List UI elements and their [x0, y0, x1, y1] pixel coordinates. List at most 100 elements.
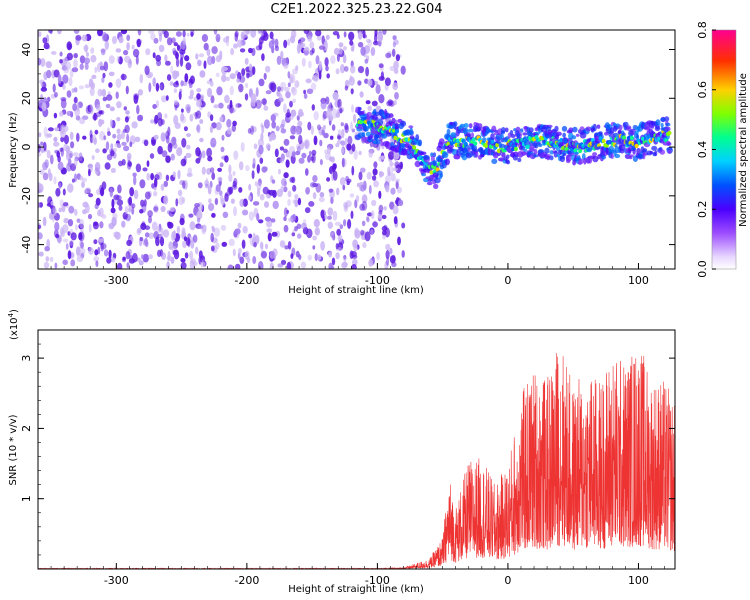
noise-dot [147, 210, 153, 218]
signal-halo [659, 149, 666, 155]
noise-dot [62, 238, 69, 243]
signal-halo [649, 151, 654, 155]
noise-dot [38, 251, 44, 257]
noise-dot [339, 108, 343, 114]
signal-halo [442, 151, 449, 159]
noise-dot [43, 261, 50, 269]
noise-dot [328, 188, 334, 193]
noise-dot [42, 216, 47, 227]
noise-dot [236, 78, 241, 83]
noise-dot [224, 155, 229, 163]
noise-dot [351, 143, 356, 152]
noise-dot [85, 105, 92, 115]
noise-dot [221, 199, 225, 205]
noise-dot [292, 98, 296, 103]
noise-dot [286, 261, 292, 269]
x-tick-label: -100 [365, 274, 390, 287]
noise-dot [123, 49, 129, 56]
noise-dot [157, 145, 163, 155]
noise-dot [110, 207, 116, 214]
noise-dot [55, 187, 61, 197]
noise-dot [40, 58, 46, 67]
noise-dot [131, 207, 135, 215]
noise-dot [159, 84, 163, 90]
noise-dot [221, 241, 228, 247]
noise-dot [268, 189, 275, 196]
noise-dot [93, 112, 97, 121]
noise-dot [156, 226, 161, 234]
noise-dot [43, 97, 47, 103]
noise-dot [211, 212, 216, 218]
noise-dot [241, 239, 246, 249]
noise-dot [398, 161, 403, 169]
noise-dot [353, 149, 358, 160]
noise-dot [355, 195, 360, 203]
noise-dot [365, 66, 369, 77]
noise-dot [124, 116, 129, 123]
signal-halo [423, 155, 430, 160]
noise-dot [63, 134, 69, 145]
y-tick-label: -40 [20, 236, 33, 254]
signal-halo [566, 154, 572, 162]
noise-dot [46, 149, 51, 159]
signal-halo [421, 173, 426, 177]
signal-halo [529, 145, 533, 151]
noise-dot [76, 255, 84, 263]
noise-dot [238, 187, 243, 193]
noise-dot [165, 174, 170, 181]
noise-dot [182, 30, 186, 38]
noise-dot [108, 249, 112, 259]
noise-dot [211, 46, 218, 55]
noise-dot [303, 30, 309, 35]
noise-dot [337, 98, 342, 109]
noise-dot [217, 176, 223, 182]
noise-dot [209, 167, 215, 174]
signal-core [578, 148, 583, 154]
signal-core [471, 137, 476, 142]
noise-dot [215, 122, 222, 131]
noise-dot [287, 38, 291, 46]
noise-dot [148, 30, 155, 34]
noise-dot [286, 209, 290, 214]
x-tick-label: -300 [104, 574, 129, 587]
signal-halo [592, 152, 598, 157]
noise-dot [50, 154, 54, 165]
noise-dot [44, 246, 50, 252]
noise-dot [344, 137, 348, 148]
noise-dot [131, 44, 135, 50]
colorbar-tick-label: 0.0 [696, 260, 709, 278]
noise-dot [184, 252, 189, 259]
noise-dot [332, 210, 338, 221]
noise-dot [171, 136, 177, 145]
noise-dot [350, 121, 353, 132]
noise-dot [47, 96, 51, 102]
noise-dot [62, 84, 66, 90]
noise-dot [113, 194, 120, 201]
noise-dot [240, 142, 245, 152]
noise-dot [233, 150, 239, 160]
noise-dot [307, 155, 311, 163]
noise-dot [291, 86, 298, 96]
noise-dot [350, 46, 354, 52]
noise-dot [341, 128, 345, 139]
noise-dot [159, 82, 165, 91]
noise-dot [57, 30, 62, 35]
noise-dot [43, 71, 48, 81]
signal-halo [391, 117, 396, 124]
noise-dot [232, 120, 237, 127]
noise-dot [331, 108, 338, 119]
noise-dot [154, 177, 158, 188]
noise-dot [101, 77, 105, 83]
noise-dot [239, 48, 246, 53]
noise-dot [94, 129, 99, 135]
noise-dot [50, 200, 54, 206]
signal-halo [467, 147, 471, 152]
noise-dot [176, 147, 183, 157]
noise-dot [317, 124, 321, 131]
noise-dot [374, 33, 378, 44]
noise-dot [207, 111, 211, 118]
noise-dot [248, 63, 253, 72]
noise-dot [332, 91, 339, 101]
noise-dot [315, 55, 320, 65]
noise-dot [186, 144, 191, 150]
